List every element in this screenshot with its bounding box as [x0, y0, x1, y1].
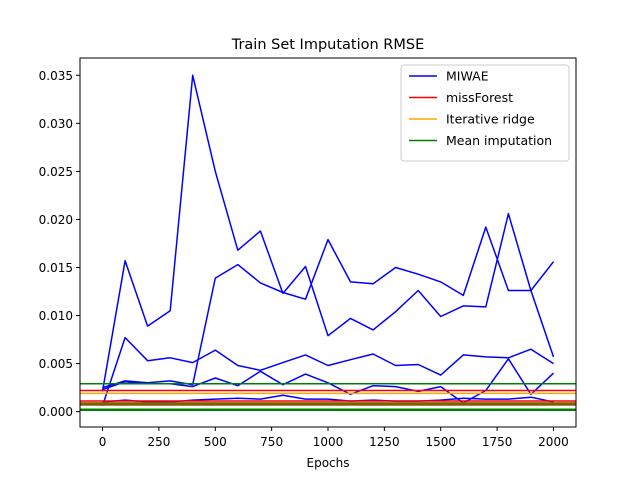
chart-title: Train Set Imputation RMSE [231, 37, 425, 53]
y-tick-label: 0.030 [39, 117, 73, 131]
y-axis: 0.000 0.005 0.010 0.015 0.020 0.025 0.030 0.035 [39, 69, 80, 419]
x-tick-label: 0 [99, 435, 107, 449]
legend: MIWAE missForest Iterative ridge Mean imput… [400, 64, 570, 162]
miwae-line-4 [102, 358, 555, 404]
y-tick-label: 0.005 [39, 357, 73, 371]
legend-label: MIWAE [446, 69, 489, 84]
y-tick-label: 0.010 [39, 309, 73, 323]
legend-label: Iterative ridge [446, 112, 535, 127]
miwae-line-3 [102, 226, 555, 389]
x-tick-label: 1000 [313, 435, 344, 449]
x-tick-label: 1750 [482, 435, 513, 449]
miwae-line-1 [101, 74, 555, 392]
legend-box [400, 64, 570, 162]
y-tick-label: 0.035 [39, 69, 73, 83]
y-tick-label: 0.015 [39, 261, 73, 275]
x-tick-label: 500 [204, 435, 227, 449]
legend-label: missForest [446, 90, 513, 105]
x-tick-label: 250 [147, 435, 170, 449]
legend-label: Mean imputation [446, 133, 552, 148]
x-tick-label: 2000 [538, 435, 569, 449]
miwae-line-2 [101, 336, 554, 407]
y-tick-label: 0.000 [39, 405, 73, 419]
x-axis: 0 250 500 750 1000 1250 1500 1750 2000 [99, 427, 569, 449]
x-tick-label: 1250 [369, 435, 400, 449]
x-tick-label: 750 [260, 435, 283, 449]
x-axis-title: Epochs [307, 456, 350, 470]
y-tick-label: 0.025 [39, 165, 73, 179]
y-tick-label: 0.020 [39, 213, 73, 227]
x-tick-label: 1500 [425, 435, 456, 449]
plot-area [80, 74, 576, 411]
